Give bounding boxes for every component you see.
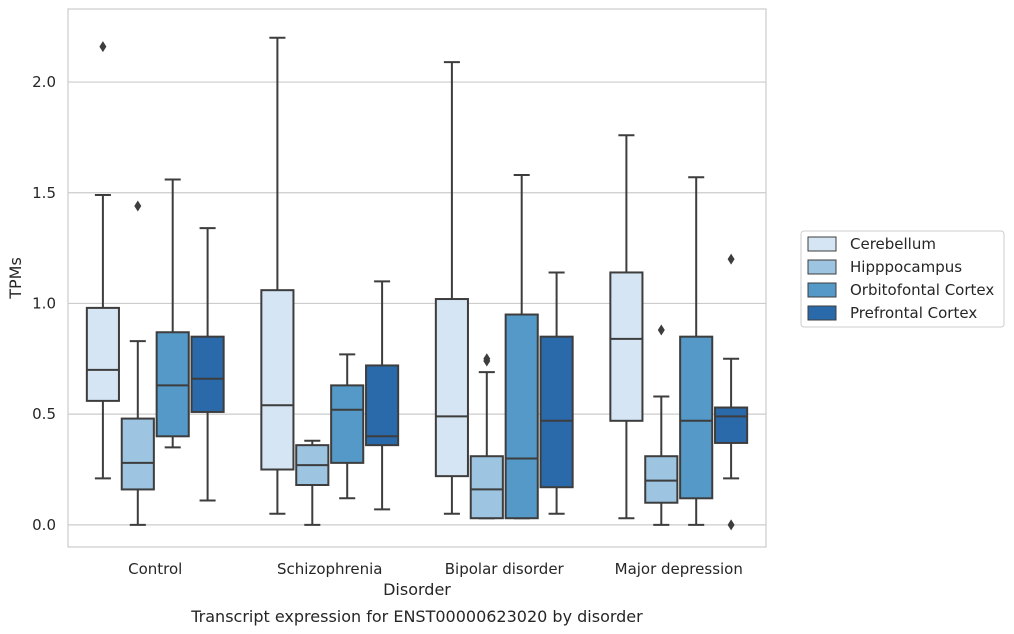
box-3-3 [714, 253, 749, 531]
box-body [190, 335, 225, 413]
y-tick-label: 1.0 [32, 294, 56, 312]
legend-frame [800, 230, 1005, 328]
box-body [644, 455, 679, 504]
box-body [714, 406, 749, 444]
legend-swatch [807, 305, 837, 321]
boxes [85, 36, 749, 531]
box-2-2 [504, 174, 539, 520]
box-0-3 [190, 227, 225, 502]
x-axis-label: Disorder [383, 580, 451, 599]
box-2-0 [434, 61, 469, 515]
outlier-point [727, 519, 735, 531]
box-3-0 [609, 134, 644, 520]
legend-swatch [807, 236, 837, 252]
x-tick-label: Schizophrenia [277, 560, 382, 578]
figure-caption: Transcript expression for ENST0000062302… [190, 607, 643, 626]
x-tick-label: Major depression [615, 560, 743, 578]
legend-swatch [807, 259, 837, 275]
box-body [434, 298, 469, 478]
box-body [679, 335, 714, 500]
y-tick-label: 1.5 [32, 184, 56, 202]
box-1-0 [260, 36, 295, 515]
outlier-point [483, 353, 491, 365]
box-0-2 [155, 178, 190, 449]
y-tick-label: 0.5 [32, 405, 56, 423]
box-1-3 [365, 280, 400, 511]
legend-label: Orbitofontal Cortex [850, 281, 994, 299]
y-axis-label: TPMs [6, 257, 25, 300]
box-1-2 [330, 353, 365, 500]
legend-swatch [807, 282, 837, 298]
x-axis-ticks: Control Schizophrenia Bipolar disorder Majo… [128, 560, 743, 578]
box-3-2 [679, 176, 714, 526]
y-axis-ticks: 0.0 0.5 1.0 1.5 2.0 [32, 73, 56, 534]
legend-label: Prefrontal Cortex [850, 304, 977, 322]
box-0-1 [120, 200, 155, 526]
box-body [120, 417, 155, 491]
box-body [155, 331, 190, 438]
legend-label: Hipppocampus [850, 258, 962, 276]
legend: Cerebellum Hipppocampus Orbitofontal Corte… [800, 230, 1005, 328]
y-tick-label: 2.0 [32, 73, 56, 91]
box-2-3 [539, 271, 574, 515]
box-3-1 [644, 324, 679, 526]
x-tick-label: Bipolar disorder [445, 560, 565, 578]
box-body [330, 384, 365, 464]
box-body [260, 289, 295, 471]
box-0-0 [85, 41, 120, 480]
box-2-1 [469, 353, 504, 520]
y-tick-label: 0.0 [32, 516, 56, 534]
outlier-point [657, 324, 665, 336]
box-body [85, 306, 120, 402]
box-body [504, 313, 539, 520]
box-1-1 [295, 439, 330, 526]
box-body [609, 271, 644, 422]
box-body [469, 455, 504, 520]
legend-label: Cerebellum [850, 235, 936, 253]
box-body [365, 364, 400, 447]
outlier-point [99, 41, 107, 53]
box-body [539, 335, 574, 489]
outlier-point [134, 200, 142, 212]
x-tick-label: Control [128, 560, 182, 578]
outlier-point [727, 253, 735, 265]
